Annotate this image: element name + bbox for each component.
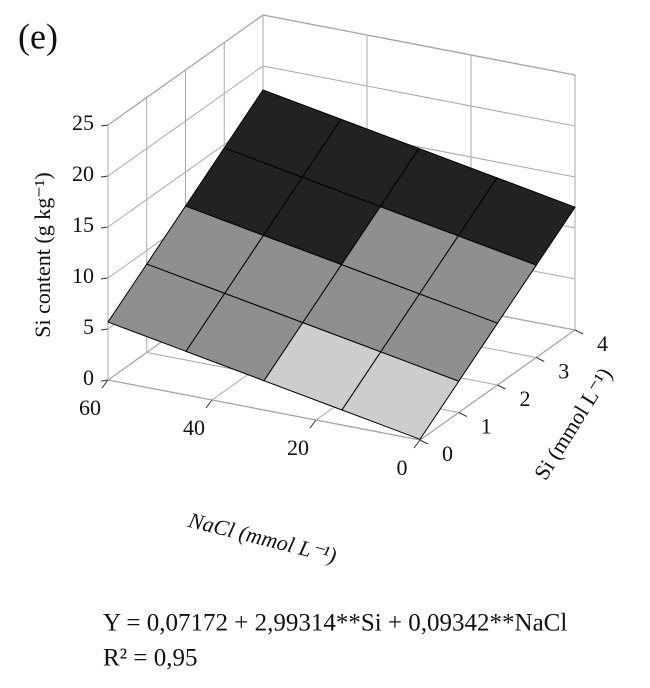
z-tick-label: 0 [83, 365, 94, 390]
r-squared: R² = 0,95 [103, 645, 198, 672]
x-tick-label: 20 [287, 435, 309, 460]
surface-cell [341, 351, 460, 440]
y-tick-label: 1 [481, 414, 492, 439]
grid-line [262, 65, 576, 127]
z-tick-label: 15 [72, 212, 94, 237]
grid-line [262, 14, 576, 76]
z-tick [100, 124, 109, 127]
z-axis-label: Si content (g kg⁻¹) [30, 172, 55, 337]
x-tick [205, 399, 213, 409]
y-tick [497, 384, 506, 390]
z-tick-label: 25 [72, 110, 94, 135]
z-tick [100, 175, 109, 178]
y-tick [458, 412, 467, 417]
equation: Y = 0,07172 + 2,99314**Si + 0,09342**NaC… [103, 610, 567, 637]
y-tick-label: 3 [558, 359, 569, 384]
y-tick [574, 329, 584, 335]
z-tick-label: 10 [72, 263, 94, 288]
z-tick [100, 379, 109, 382]
y-tick [419, 439, 429, 445]
y-tick-label: 0 [442, 441, 453, 466]
y-tick-label: 2 [520, 386, 531, 411]
z-tick-label: 20 [72, 161, 94, 186]
y-tick [536, 357, 545, 362]
z-tick-label: 5 [83, 314, 94, 339]
z-tick [100, 328, 109, 331]
x-tick-label: 0 [397, 455, 408, 480]
z-tick [100, 226, 109, 229]
x-tick [413, 439, 421, 449]
x-tick-label: 60 [79, 395, 101, 420]
x-tick [309, 419, 317, 429]
x-tick [101, 379, 109, 389]
panel-label: (e) [18, 16, 58, 56]
x-axis-label: NaCl (mmol L⁻¹) [185, 507, 339, 568]
grid-line [107, 379, 421, 441]
y-axis-label: Si (mmol L⁻¹) [529, 363, 617, 484]
y-tick-label: 4 [597, 331, 608, 356]
z-tick [100, 277, 109, 280]
x-tick-label: 40 [183, 415, 205, 440]
